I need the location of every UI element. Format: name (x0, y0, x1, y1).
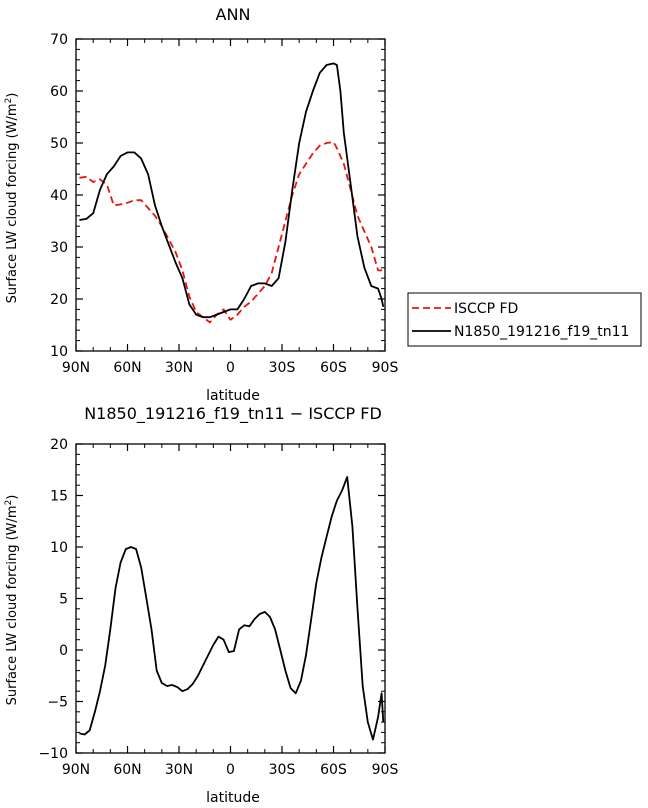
series-line-isccp-fd (79, 141, 384, 324)
y-tick-label: −5 (47, 695, 68, 711)
series-line-n1850-191216-f19-tn11 (79, 62, 385, 319)
y-tick-label: 40 (50, 188, 68, 204)
x-tick-label: 90S (372, 360, 399, 376)
y-tick-label: 30 (50, 240, 68, 256)
y-tick-label: 60 (50, 84, 68, 100)
bottom-x-axis-label: latitude (206, 790, 260, 806)
x-tick-label: 30S (269, 762, 296, 778)
y-tick-label: 10 (50, 344, 68, 360)
x-tick-label: 30N (165, 762, 193, 778)
bottom-series-lines (79, 476, 385, 741)
top-y-axis-label-superscript: 2 (4, 98, 14, 104)
bottom-y-axis-label-superscript: 2 (4, 500, 14, 506)
x-tick-label: 0 (226, 360, 235, 376)
x-tick-label: 90N (62, 360, 90, 376)
series-line-difference (79, 476, 385, 741)
x-tick-label: 30N (165, 360, 193, 376)
y-tick-label: −10 (38, 746, 68, 762)
legend-label-model: N1850_191216_f19_tn11 (454, 324, 629, 340)
legend-box (407, 292, 642, 347)
x-tick-label: 90N (62, 762, 90, 778)
top-x-tick-labels: 90N 60N 30N 0 30S 60S 90S (62, 360, 399, 376)
top-y-tick-labels: 10 20 30 40 50 60 70 (50, 32, 68, 360)
bottom-chart-title: N1850_191216_f19_tn11 − ISCCP FD (84, 404, 382, 424)
x-tick-label: 60S (320, 360, 347, 376)
y-tick-label: 15 (50, 489, 68, 505)
y-tick-label: 70 (50, 32, 68, 48)
x-tick-label: 60N (113, 360, 141, 376)
bottom-y-tick-labels: −10 −5 0 5 10 15 20 (38, 437, 68, 762)
y-tick-label: 0 (59, 643, 68, 659)
top-panel: ANN 90N 60N 30N 0 30S 60S 90S 10 20 30 40 50 60 70 l… (4, 5, 642, 404)
y-tick-label: 10 (50, 540, 68, 556)
bottom-y-axis-label: Surface LW cloud forcing (W/m2) (4, 495, 20, 706)
legend: ISCCP FD N1850_191216_f19_tn11 (407, 292, 642, 347)
x-tick-label: 60S (320, 762, 347, 778)
y-tick-label: 20 (50, 292, 68, 308)
bottom-panel: N1850_191216_f19_tn11 − ISCCP FD 90N 60N 3… (4, 404, 398, 806)
top-plot-frame (75, 38, 386, 352)
bottom-axis-ticks (75, 443, 386, 754)
y-tick-label: 50 (50, 136, 68, 152)
x-tick-label: 90S (372, 762, 399, 778)
top-y-axis-label: Surface LW cloud forcing (W/m2) (4, 93, 20, 304)
y-tick-label: 20 (50, 437, 68, 453)
x-tick-label: 30S (269, 360, 296, 376)
legend-label-isccp-fd: ISCCP FD (454, 301, 518, 317)
x-tick-label: 0 (226, 762, 235, 778)
top-axis-ticks (75, 38, 386, 352)
bottom-plot-frame (75, 443, 386, 754)
top-series-lines (79, 62, 385, 324)
x-tick-label: 60N (113, 762, 141, 778)
top-x-axis-label: latitude (206, 388, 260, 404)
top-chart-title: ANN (216, 5, 251, 24)
y-tick-label: 5 (59, 592, 68, 608)
bottom-x-tick-labels: 90N 60N 30N 0 30S 60S 90S (62, 762, 399, 778)
